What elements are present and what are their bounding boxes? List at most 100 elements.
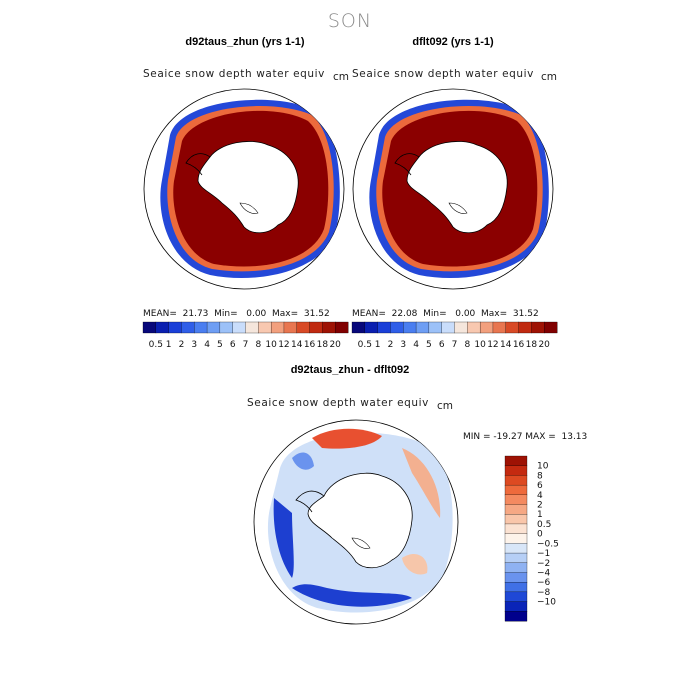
- diff-panel-positive-patch-north: [312, 428, 382, 449]
- panel-2-colorbar-tick: 1: [375, 340, 381, 350]
- diff-panel-colorbar-swatch: [504, 514, 528, 525]
- panel-1-antarctica: [197, 141, 299, 234]
- panel-2-colorbar-swatch: [505, 321, 520, 334]
- panel-2-colorbar-tick: 18: [526, 340, 538, 350]
- panel-2-field-label: Seaice snow depth water equiv: [352, 68, 534, 80]
- panel-2-colorbar-swatch: [518, 321, 532, 334]
- panel-2-colorbar-tick: 4: [413, 340, 419, 350]
- panel-1-colorbar-swatch: [296, 321, 311, 334]
- panel-1-stats: MEAN= 21.73 Min= 0.00 Max= 31.52: [143, 309, 330, 319]
- panel-1-min: 0.00: [246, 309, 267, 319]
- panel-2-colorbar-swatch: [415, 321, 430, 334]
- panel-2-min: 0.00: [455, 309, 476, 319]
- panel-2-min-label: Min=: [423, 309, 447, 319]
- panel-1-min-label: Min=: [214, 309, 238, 319]
- panel-1-max-label: Max=: [272, 309, 299, 319]
- diff-panel-colorbar-tick: 2: [537, 501, 543, 511]
- panel-1-units: cm: [333, 71, 350, 83]
- diff-panel-units: cm: [437, 400, 454, 412]
- panel-2-colorbar-swatch: [403, 321, 417, 334]
- diff-panel-colorbar-swatch: [504, 572, 528, 583]
- panel-2-colorbar-tick: 5: [426, 340, 432, 350]
- panel-1-colorbar-swatch: [322, 321, 336, 334]
- panel-1-colorbar-tick: 18: [317, 340, 329, 350]
- panel-2-mean-label: MEAN=: [352, 309, 386, 319]
- panel-1-colorbar-swatch: [283, 321, 298, 334]
- panel-2-colorbar-swatch: [479, 321, 494, 334]
- diff-panel-colorbar-tick: 1: [537, 510, 543, 520]
- panel-2-map: [352, 88, 554, 290]
- panel-2-mean: 22.08: [391, 309, 418, 319]
- panel-2-colorbar-swatch: [544, 321, 558, 334]
- panel-2-colorbar-tick: 6: [439, 340, 445, 350]
- diff-panel-field-label: Seaice snow depth water equiv: [247, 397, 429, 409]
- panel-1-colorbar-tick: 1: [166, 340, 172, 350]
- diff-panel-antarctica: [307, 472, 413, 569]
- panel-2-colorbar-tick: 3: [400, 340, 406, 350]
- panel-2-colorbar-tick: 20: [538, 340, 550, 350]
- panel-1-colorbar-swatch: [142, 321, 157, 334]
- panel-1-colorbar-tick: 0.5: [149, 340, 163, 350]
- diff-panel-colorbar-swatch: [504, 611, 528, 622]
- diff-panel-colorbar-swatch: [504, 465, 528, 476]
- panel-2-colorbar-swatch: [441, 321, 455, 334]
- panel-1-colorbar-tick: 5: [217, 340, 223, 350]
- panel-2-antarctica: [406, 141, 508, 234]
- panel-1-colorbar-swatch: [219, 321, 234, 334]
- panel-2-colorbar-swatch: [351, 321, 366, 334]
- panel-1-colorbar-swatch: [206, 321, 221, 334]
- panel-2-colorbar-tick: 16: [513, 340, 525, 350]
- diff-panel-colorbar-tick: 10: [537, 462, 549, 472]
- diff-panel-colorbar-swatch: [504, 582, 528, 593]
- diff-panel-colorbar-swatch: [504, 504, 528, 515]
- panel-1-colorbar-tick: 7: [243, 340, 249, 350]
- panel-1-colorbar-swatch: [270, 321, 285, 334]
- diff-panel-colorbar-swatch: [504, 591, 528, 603]
- diff-panel-colorbar-swatch: [504, 552, 528, 564]
- panel-2-colorbar-swatch: [467, 321, 481, 334]
- diff-panel-colorbar-swatch: [504, 533, 528, 544]
- panel-1-mean-label: MEAN=: [143, 309, 177, 319]
- panel-2-units: cm: [541, 71, 558, 83]
- panel-1-colorbar-tick: 2: [179, 340, 185, 350]
- panel-2-max: 31.52: [512, 309, 539, 319]
- panel-2-colorbar-tick: 2: [388, 340, 394, 350]
- diff-panel-colorbar-tick: −1: [537, 549, 550, 559]
- diff-panel-colorbar-swatch: [504, 494, 528, 505]
- diff-panel-colorbar-tick: 4: [537, 491, 543, 501]
- panel-1-colorbar-swatch: [335, 321, 349, 334]
- diff-panel-colorbar-tick: 0.5: [537, 520, 551, 530]
- panel-2-colorbar-swatch: [377, 321, 391, 334]
- panel-1-colorbar: 0.5 1 2 3 4 5 6 7 8 10 12 14 16 18 20: [142, 321, 349, 350]
- panel-1-colorbar-swatch: [232, 321, 246, 334]
- diff-panel-colorbar-tick: −6: [537, 578, 551, 588]
- panel-1-colorbar-tick: 6: [230, 340, 236, 350]
- panel-2-colorbar-swatch: [364, 321, 379, 334]
- panel-1-colorbar-tick: 12: [278, 340, 289, 350]
- panel-2-colorbar-swatch: [492, 321, 507, 334]
- panel-1-colorbar-tick: 16: [304, 340, 316, 350]
- diff-panel-colorbar-tick: −2: [537, 559, 550, 569]
- diff-panel-title: d92taus_zhun - dflt092: [290, 364, 410, 376]
- panel-1-colorbar-swatch: [258, 321, 272, 334]
- panel-1-field-label: Seaice snow depth water equiv: [143, 68, 325, 80]
- panel-2-colorbar-tick: 12: [487, 340, 498, 350]
- panel-2-colorbar-tick: 7: [452, 340, 458, 350]
- diff-panel-colorbar-swatch: [504, 475, 528, 486]
- panel-1-mean: 21.73: [182, 309, 209, 319]
- panel-1-colorbar-swatch: [168, 321, 182, 334]
- diff-panel-colorbar-swatch: [504, 455, 528, 467]
- panel-2-max-label: Max=: [481, 309, 508, 319]
- panel-2-colorbar: 0.5 1 2 3 4 5 6 7 8 10 12 14 16 18 20: [351, 321, 558, 350]
- diff-panel-colorbar-tick: 6: [537, 481, 543, 491]
- diff-panel-map: [253, 419, 459, 625]
- panel-1-colorbar-swatch: [309, 321, 323, 334]
- panel-2-colorbar-tick: 8: [464, 340, 470, 350]
- panel-2-colorbar-tick: 14: [500, 340, 512, 350]
- diff-panel-colorbar-tick: −10: [537, 598, 556, 608]
- figure-title: SON: [327, 10, 373, 32]
- diff-panel-colorbar-tick: −0.5: [537, 539, 559, 549]
- panel-2-colorbar-tick: 10: [474, 340, 486, 350]
- diff-panel-positive-patch-east: [402, 448, 441, 518]
